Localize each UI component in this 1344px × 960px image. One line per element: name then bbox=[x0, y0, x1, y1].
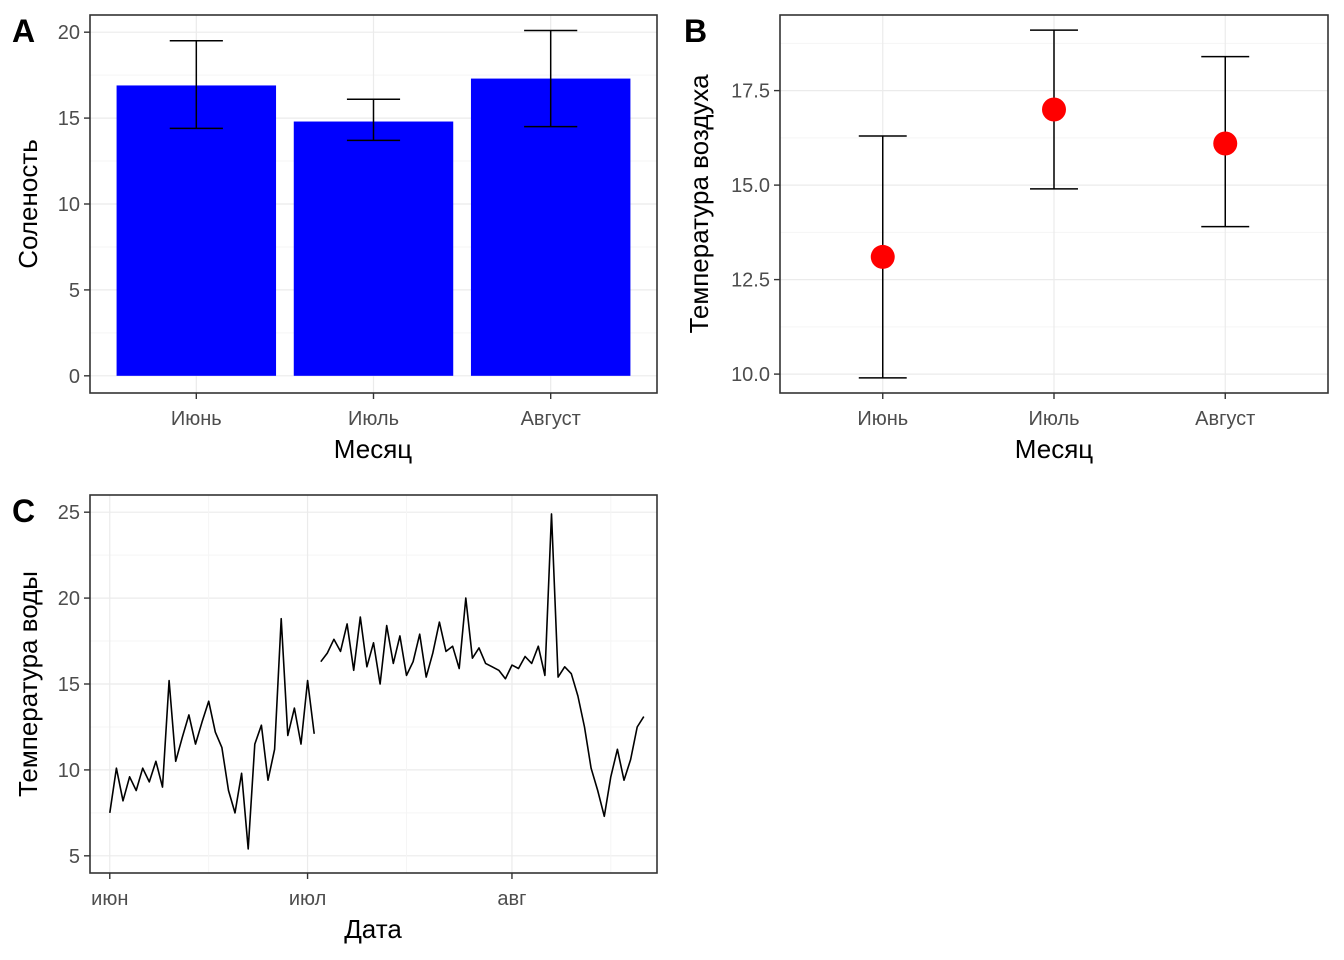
bar bbox=[116, 85, 277, 376]
panel-c-x-ticks: июн июл авг bbox=[91, 873, 526, 910]
mean-point bbox=[1042, 97, 1066, 122]
panel-a: A 0 5 10 15 20 Июнь Июль Август Месяц Соленост… bbox=[12, 13, 658, 464]
panel-a-x-tick-label: Август bbox=[521, 408, 581, 430]
panel-c-tag: C bbox=[12, 493, 35, 529]
water-temperature-line-1 bbox=[109, 617, 315, 850]
mean-point bbox=[870, 244, 895, 269]
panel-a-y-tick-label: 5 bbox=[69, 280, 80, 302]
panel-c-y-tick-label: 5 bbox=[69, 846, 80, 868]
panel-a-x-ticks: Июнь Июль Август bbox=[171, 393, 581, 430]
panel-c-y-tick-label: 10 bbox=[58, 760, 80, 782]
panel-b-x-tick-label: Август bbox=[1195, 408, 1255, 430]
panel-b-y-tick-label: 15.0 bbox=[731, 175, 770, 197]
panel-c-x-tick-label: июн bbox=[91, 888, 128, 910]
panel-a-error-bars bbox=[169, 29, 578, 142]
panel-b-x-tick-label: Июль bbox=[1028, 408, 1079, 430]
panel-b-tag: B bbox=[684, 13, 707, 49]
panel-b-y-tick-label: 12.5 bbox=[731, 270, 770, 292]
panel-b-x-ticks: Июнь Июль Август bbox=[857, 393, 1255, 430]
panel-a-x-axis-title: Месяц bbox=[334, 434, 412, 464]
panel-b-y-tick-label: 10.0 bbox=[731, 364, 770, 386]
panel-a-tag: A bbox=[12, 13, 35, 49]
panel-b-y-tick-label: 17.5 bbox=[731, 81, 770, 103]
panel-a-x-tick-label: Июнь bbox=[171, 408, 222, 430]
panel-c-x-axis-title: Дата bbox=[344, 914, 402, 944]
panel-b-y-axis-title: Температура воздуха bbox=[684, 74, 714, 334]
bar bbox=[470, 78, 631, 376]
panel-a-x-tick-label: Июль bbox=[348, 408, 399, 430]
panel-a-y-ticks: 0 5 10 15 20 bbox=[58, 22, 90, 388]
panel-b-points bbox=[870, 97, 1238, 269]
panel-b-y-ticks: 10.0 12.5 15.0 17.5 bbox=[731, 81, 780, 386]
panel-c-y-tick-label: 20 bbox=[58, 588, 80, 610]
panel-a-bars bbox=[116, 78, 631, 376]
panel-a-y-tick-label: 20 bbox=[58, 22, 80, 44]
bar bbox=[293, 121, 454, 376]
panel-a-y-axis-title: Соленость bbox=[13, 139, 43, 269]
panel-c: C 5 10 15 20 25 июн июл авг Дата Температура в… bbox=[12, 493, 658, 944]
panel-a-y-tick-label: 0 bbox=[69, 366, 80, 388]
panel-b-x-axis-title: Месяц bbox=[1015, 434, 1093, 464]
water-temperature-line-2 bbox=[320, 513, 645, 818]
panel-c-lines bbox=[109, 513, 645, 850]
panel-a-y-tick-label: 15 bbox=[58, 108, 80, 130]
panel-c-x-tick-label: июл bbox=[289, 888, 326, 910]
panel-c-x-tick-label: авг bbox=[497, 888, 526, 910]
panel-c-y-ticks: 5 10 15 20 25 bbox=[58, 502, 90, 868]
panel-c-y-tick-label: 25 bbox=[58, 502, 80, 524]
panel-c-grid bbox=[90, 495, 657, 873]
panel-a-y-tick-label: 10 bbox=[58, 194, 80, 216]
mean-point bbox=[1213, 131, 1238, 156]
panel-c-y-tick-label: 15 bbox=[58, 674, 80, 696]
panel-c-y-axis-title: Температура воды bbox=[13, 571, 43, 797]
panel-b: B 10.012.515.017.5 Июнь Июль Август Месяц … bbox=[684, 13, 1329, 464]
panel-b-x-tick-label: Июнь bbox=[857, 408, 908, 430]
